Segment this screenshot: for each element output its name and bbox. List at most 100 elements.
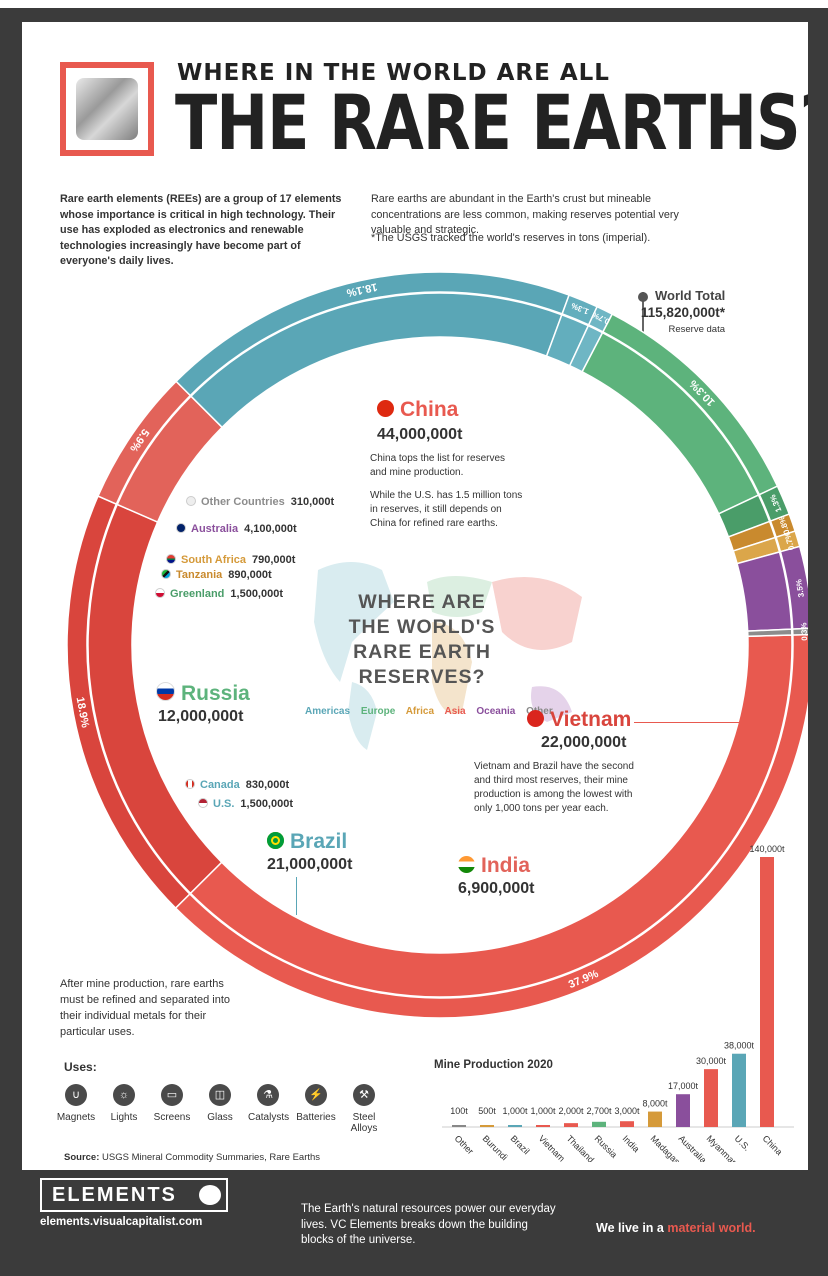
south-africa-flag-icon (166, 554, 176, 564)
lightbulb-icon: ☼ (113, 1084, 135, 1106)
bar-category-label: Vietnam (537, 1133, 567, 1162)
use-label: Batteries (296, 1112, 336, 1123)
label-us: U.S. 1,500,000t (198, 798, 293, 810)
label-south-africa: South Africa 790,000t (166, 554, 295, 566)
intro-left: Rare earth elements (REEs) are a group o… (60, 193, 342, 267)
vietnam-name: Vietnam (550, 708, 632, 731)
use-magnets: ∪ Magnets (56, 1084, 96, 1123)
world-map (314, 562, 582, 750)
use-catalysts: ⚗ Catalysts (248, 1084, 290, 1123)
russia-name: Russia (181, 682, 250, 705)
bar-value-label: 38,000t (724, 1041, 755, 1051)
bar-russia (592, 1121, 606, 1127)
pct-label: 3.5% (794, 579, 806, 598)
bar-madagascar (648, 1111, 662, 1127)
label-name: Canada (200, 779, 240, 791)
china-note-2: While the U.S. has 1.5 million tons in r… (370, 490, 523, 529)
glass-icon: ◫ (209, 1084, 231, 1106)
center-title-line: THE WORLD'S (348, 616, 496, 638)
bar-myanmar (704, 1069, 718, 1127)
intro-footnote: *The USGS tracked the world's reserves i… (371, 232, 651, 244)
bar-value-label: 1,000t (502, 1106, 528, 1116)
brazil-leader-line (296, 877, 297, 915)
bar-value-label: 100t (450, 1106, 468, 1116)
use-batteries: ⚡ Batteries (296, 1084, 336, 1123)
callout-india: India 6,900,000t (458, 854, 535, 898)
use-label: Lights (110, 1112, 138, 1123)
label-name: Other Countries (201, 496, 285, 508)
footer-motto: We live in a material world. (596, 1221, 756, 1235)
label-other-countries: Other Countries 310,000t (186, 496, 334, 508)
use-label: Screens (153, 1112, 191, 1123)
intro-right: Rare earths are abundant in the Earth's … (371, 193, 679, 236)
center-title-line: WHERE ARE (358, 591, 486, 613)
world-total-dot (638, 292, 648, 302)
label-name: U.S. (213, 798, 235, 810)
source-text: USGS Mineral Commodity Summaries, Rare E… (102, 1152, 321, 1163)
bar-value-label: 1,000t (530, 1106, 556, 1116)
use-glass: ◫ Glass (200, 1084, 240, 1123)
vietnam-flag-icon (527, 710, 544, 727)
use-label: Catalysts (248, 1112, 290, 1123)
bar-value-label: 2,000t (558, 1106, 584, 1116)
vietnam-value: 22,000,000t (541, 734, 627, 751)
bar-value-label: 2,700t (586, 1106, 612, 1116)
top-strip (0, 0, 828, 8)
india-flag-icon (458, 856, 475, 873)
mine-production-bar-chart: Mine Production 2020 100t Other 500t Burundi… (434, 844, 794, 1162)
legend-oceania: Oceania (476, 706, 516, 717)
bar-china (760, 857, 774, 1127)
uses-title: Uses: (64, 1060, 97, 1074)
bar-brazil (508, 1125, 522, 1127)
legend-europe: Europe (360, 706, 396, 717)
callout-china: China 44,000,000t (377, 398, 462, 444)
pct-label: 0.3% (799, 622, 808, 641)
bar-value-label: 30,000t (696, 1056, 727, 1066)
elements-logo[interactable]: ELEMENTS (40, 1178, 228, 1212)
bar-category-label: Other (453, 1133, 476, 1156)
steel-icon: ⚒ (353, 1084, 375, 1106)
bar-australia (676, 1094, 690, 1127)
footer-url[interactable]: elements.visualcapitalist.com (40, 1216, 203, 1228)
china-note-1: China tops the list for reserves and min… (370, 453, 506, 478)
russia-value: 12,000,000t (158, 708, 244, 725)
label-name: Australia (191, 523, 239, 535)
eye-icon (199, 1185, 221, 1205)
callout-vietnam: Vietnam 22,000,000t (527, 708, 631, 752)
world-total-sub: Reserve data (668, 324, 725, 335)
russia-flag-icon (156, 682, 175, 701)
label-name: Greenland (170, 588, 225, 600)
bar-category-label: Brazil (509, 1133, 532, 1156)
source-line: Source: USGS Mineral Commodity Summaries… (64, 1152, 320, 1163)
pct-band-other-countries (791, 627, 808, 636)
label-australia: Australia 4,100,000t (176, 523, 297, 535)
india-name: India (481, 854, 531, 877)
use-label: Magnets (56, 1112, 96, 1123)
bar-burundi (480, 1125, 494, 1127)
rare-earth-metal-icon (76, 78, 138, 140)
bar-other (452, 1125, 466, 1127)
use-steel-alloys: ⚒ Steel Alloys (344, 1084, 384, 1134)
center-title-line: RARE EARTH (353, 641, 491, 663)
bar-value-label: 140,000t (749, 844, 785, 854)
bar-value-label: 17,000t (668, 1081, 699, 1091)
use-label: Glass (207, 1112, 233, 1123)
bar-category-label: Burundi (481, 1133, 510, 1162)
bar-chart-title: Mine Production 2020 (434, 1059, 553, 1071)
center-title: WHERE ARE THE WORLD'S RARE EARTH RESERVE… (312, 590, 532, 690)
india-value: 6,900,000t (458, 880, 535, 897)
china-value: 44,000,000t (377, 426, 463, 443)
china-name: China (400, 398, 459, 421)
callout-brazil: Brazil 21,000,000t (267, 830, 352, 874)
legend-asia: Asia (444, 706, 466, 717)
vietnam-note: Vietnam and Brazil have the second and t… (474, 761, 634, 814)
title-small: WHERE IN THE WORLD ARE ALL (177, 60, 610, 86)
region-legend: Americas Europe Africa Asia Oceania Othe… (305, 706, 561, 717)
callout-russia: Russia 12,000,000t (156, 682, 250, 726)
legend-africa: Africa (405, 706, 435, 717)
brazil-name: Brazil (290, 830, 348, 853)
uses-row: ∪ Magnets ☼ Lights ▭ Screens ◫ Glass ⚗ Catalysts ⚡… (56, 1084, 386, 1144)
label-name: South Africa (181, 554, 246, 566)
bar-thailand (564, 1123, 578, 1127)
use-screens: ▭ Screens (152, 1084, 192, 1123)
